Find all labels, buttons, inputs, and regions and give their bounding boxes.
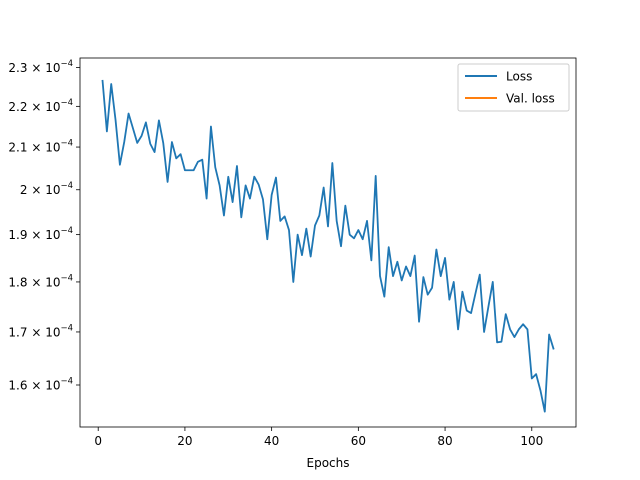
x-tick-label: 60 — [351, 434, 366, 448]
plot-frame — [79, 57, 577, 428]
x-axis: 0 20 40 60 80 100 — [94, 427, 543, 448]
y-tick-label: 1.8 × 10−4 — [8, 273, 73, 289]
y-tick-label: 2 × 10−4 — [20, 181, 73, 197]
y-tick-label: 1.9 × 10−4 — [8, 226, 73, 242]
legend-label-loss: Loss — [506, 70, 532, 84]
legend-label-val-loss: Val. loss — [506, 92, 555, 106]
x-tick-label: 100 — [520, 434, 543, 448]
series-line-loss — [101, 79, 555, 413]
y-axis: 1.6 × 10−4 1.7 × 10−4 1.8 × 10−4 1.9 × 10−4… — [8, 59, 80, 392]
y-tick-label: 2.2 × 10−4 — [8, 98, 73, 114]
y-tick-label: 1.7 × 10−4 — [8, 323, 73, 339]
x-tick-label: 80 — [437, 434, 452, 448]
x-axis-label: Epochs — [307, 456, 350, 470]
x-tick-label: 20 — [177, 434, 192, 448]
x-tick-label: 40 — [264, 434, 279, 448]
legend: Loss Val. loss — [457, 63, 570, 112]
series-layer — [101, 79, 555, 413]
y-tick-label: 2.1 × 10−4 — [8, 139, 73, 155]
x-tick-label: 0 — [94, 434, 102, 448]
y-tick-label: 1.6 × 10−4 — [8, 376, 73, 392]
y-tick-label: 2.3 × 10−4 — [8, 59, 73, 75]
